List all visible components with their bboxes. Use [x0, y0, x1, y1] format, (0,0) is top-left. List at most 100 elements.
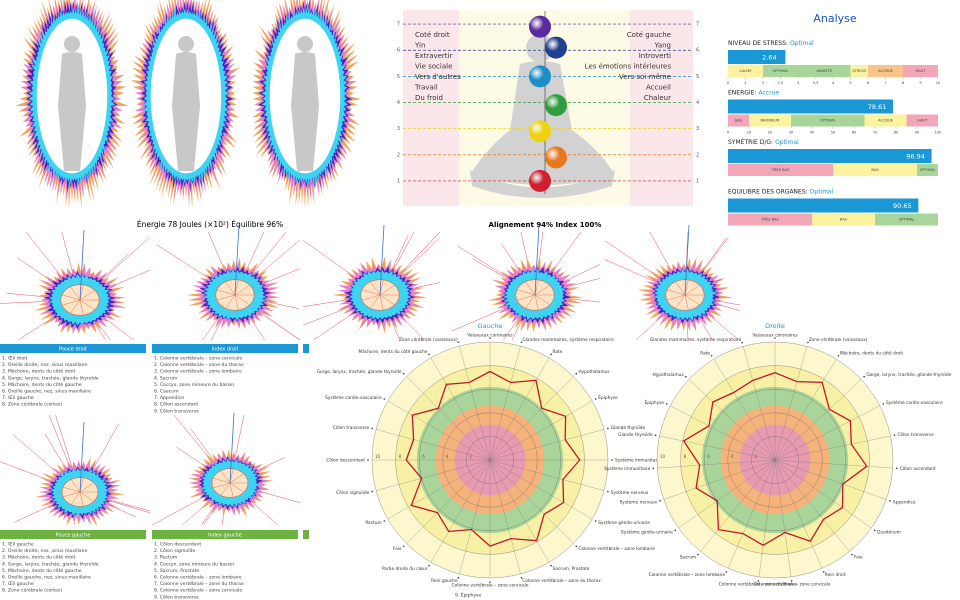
gauge-tick-label: 70	[873, 131, 878, 135]
radar-tick-label: 4	[446, 454, 449, 459]
finger-spoke	[684, 279, 689, 296]
panel-item: 2. Oreille droite, nez, sinus maxillaire	[2, 548, 88, 554]
finger-spoke	[63, 486, 81, 493]
radar-spoke	[387, 459, 491, 520]
finger-spoke	[213, 477, 231, 484]
panel-item: 9. Côlon transverse	[154, 407, 199, 414]
radar-tick-label: 10	[660, 454, 666, 459]
finger-spoke	[79, 289, 95, 301]
body	[172, 52, 200, 171]
footnote: 9. Épiphyse	[455, 591, 481, 599]
radar-dot	[710, 354, 713, 357]
radar-label: Système cardio-vasculaire	[325, 394, 382, 401]
gauge-segment	[906, 114, 938, 127]
gauge-segment	[812, 213, 875, 226]
gauge-segment	[763, 65, 798, 77]
radar-dot	[428, 564, 430, 567]
finger-arrow	[79, 229, 85, 301]
radar-label: Colonne vertébrale – zone du thorax	[719, 580, 798, 587]
radar-spoke	[774, 405, 880, 461]
radar-dot	[774, 337, 776, 339]
radar-label: Appendice	[893, 499, 916, 505]
radar-spoke	[774, 459, 850, 552]
finger-spoke	[370, 281, 381, 296]
panel-header-text: Index gauche	[208, 532, 242, 538]
radar-label: Colonne vertébrale – zone du thorax	[522, 577, 601, 584]
radar-label: Rectum	[365, 520, 381, 526]
radar-spoke	[489, 459, 605, 491]
radar-spoke	[489, 376, 574, 461]
panel-item: 6. Oreille gauche, nez, sinus maxillaire	[2, 575, 91, 581]
gauge-title-text: NIVEAU DE STRESS:	[728, 40, 788, 47]
radar-tick-label: 2	[754, 454, 757, 459]
panel-item: 8. Côlon ascendant	[154, 401, 198, 408]
radar-dot	[457, 577, 460, 579]
gauge-tick-label: 20	[768, 131, 773, 135]
panel-item: 2. Colonne vertébrale – zone du thorax	[154, 361, 244, 368]
radar-title: Gauche	[478, 322, 503, 330]
radar-spoke	[489, 429, 605, 461]
panel-item: 5. Mâchoire, dents du côté gauche	[2, 381, 82, 388]
radar-label: Système génito-urinaire	[598, 519, 650, 526]
finger-spoke	[70, 286, 81, 301]
finger-arrow	[229, 412, 235, 484]
radar-label: Colonne vertébrale – zone cervicale	[754, 580, 831, 587]
gauge-tick-label: 5	[849, 81, 851, 85]
panel-item: 2. Oreille droite, nez, sinus maxillaire	[2, 362, 88, 368]
panel-item: 6. Oreille gauche, nez, sinus maxillaire	[2, 389, 91, 395]
radar-dot	[489, 337, 491, 339]
radar-spoke	[774, 435, 891, 461]
chakra-label: Extravertir	[415, 52, 452, 60]
gauge-segment	[728, 65, 763, 77]
radar-spoke	[774, 459, 872, 529]
radar-spoke	[459, 459, 491, 575]
finger-spoke	[220, 470, 231, 484]
gauge-tick-label: 2.5	[778, 81, 784, 85]
chakra-tick: 6	[397, 48, 400, 54]
radar-spoke	[459, 345, 491, 461]
radar-spoke	[688, 379, 776, 461]
radar-dot	[594, 520, 597, 522]
radar-tick-label: 6	[422, 454, 425, 459]
radar-dot	[428, 353, 430, 356]
panel-item: 3. Mâchoire, dents du côté droit	[2, 368, 75, 375]
radar-label: Hypothalamus	[578, 369, 610, 375]
radar-spoke	[774, 459, 893, 469]
radar-spoke	[657, 459, 776, 469]
radar-spoke	[774, 459, 792, 577]
radar-spoke	[430, 459, 491, 563]
radar-tick-label: 4	[731, 454, 734, 459]
radar-spoke	[659, 435, 776, 461]
gauge-tick-label: 1	[744, 81, 746, 85]
gauge-status: Optimal	[775, 139, 799, 146]
panel-header-text: Index droit	[212, 346, 239, 352]
panel-item: 5. Mâchoire, dents du côté gauche	[2, 567, 82, 574]
gauge-tick-label: 9	[919, 81, 922, 85]
finger-spoke	[61, 294, 81, 301]
radar-label: Système nerveux	[611, 489, 649, 496]
radar-label: Épiphyse	[598, 393, 618, 401]
radar-spoke	[489, 357, 550, 461]
chakra	[529, 120, 551, 143]
radar-dot	[757, 580, 760, 582]
finger-spoke	[79, 284, 84, 301]
panel-header	[0, 344, 146, 353]
finger-arrow	[684, 224, 690, 296]
panel-item: 1. Œil gauche	[2, 542, 34, 548]
radar-spoke	[375, 459, 491, 491]
gauge-status: Accrue	[758, 89, 779, 96]
radar-spoke	[713, 359, 776, 461]
finger-spoke	[370, 294, 381, 309]
gauge-segment-label: STRESS	[852, 69, 867, 73]
gauge-value: 90.65	[893, 202, 912, 210]
radar-line	[405, 370, 581, 547]
radar-dot	[895, 467, 898, 470]
finger-arrow	[79, 421, 85, 493]
gauge-segment	[875, 213, 938, 226]
radar-spoke	[430, 357, 491, 461]
gauge-tick-label: 40	[810, 131, 815, 135]
chakra-label: Coté droit	[415, 31, 450, 39]
radar-dot	[837, 354, 840, 357]
radar-dot	[371, 427, 373, 430]
